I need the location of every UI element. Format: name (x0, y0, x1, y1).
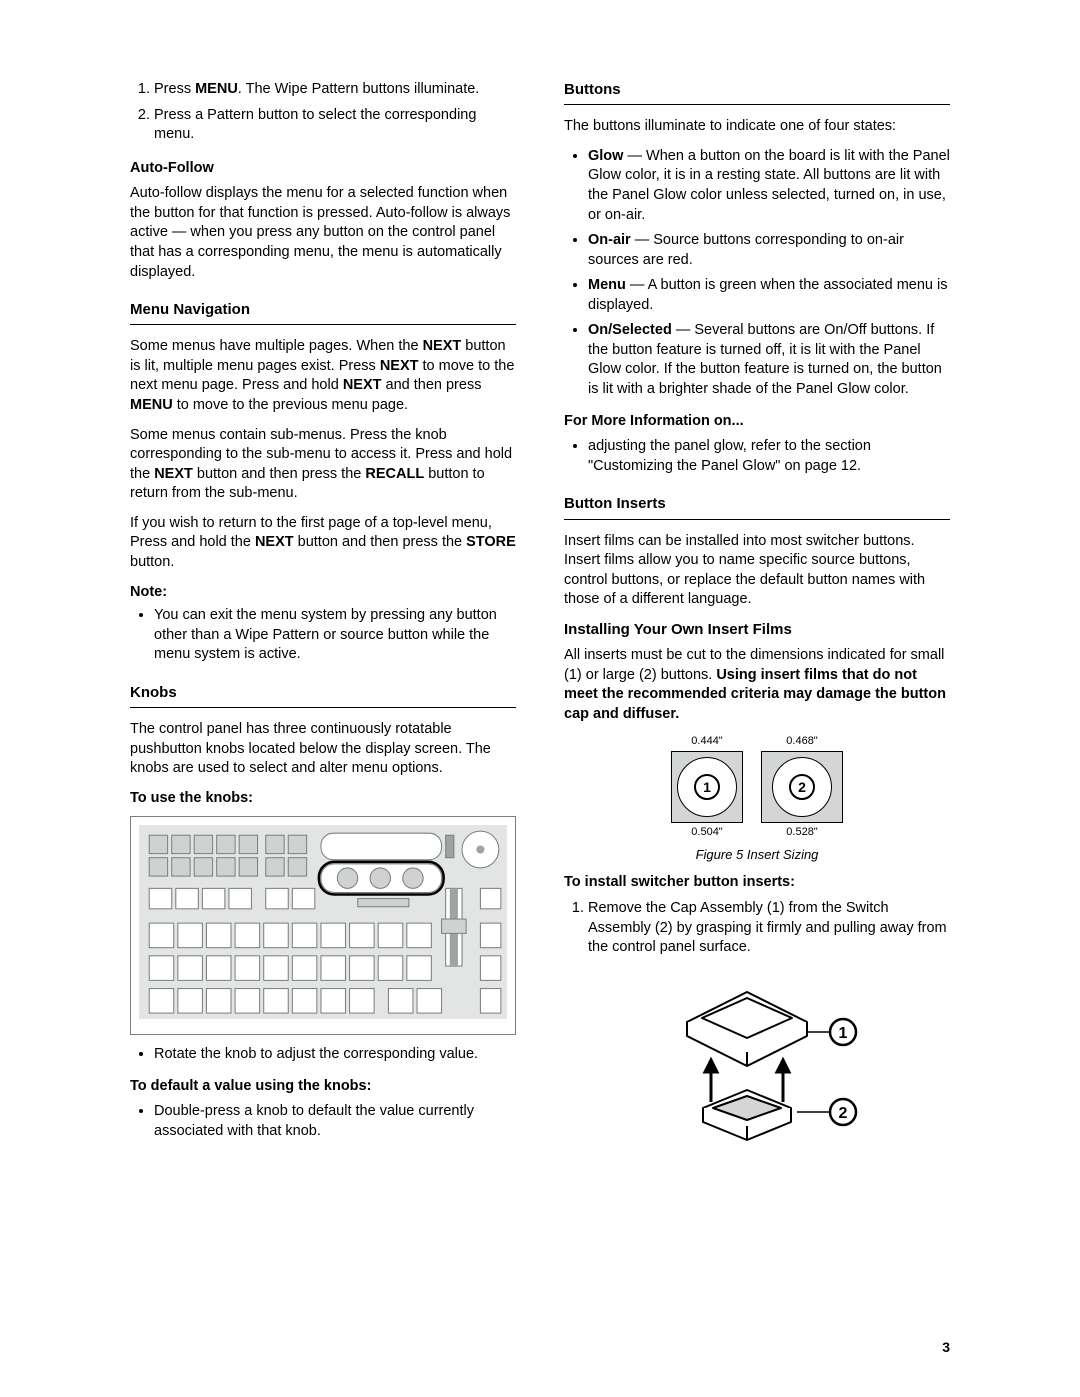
install-step-1: Remove the Cap Assembly (1) from the Swi… (588, 899, 950, 958)
section-rule (130, 324, 516, 325)
section-rule (564, 519, 950, 520)
large-top-dim: 0.468" (761, 734, 843, 749)
right-column: Buttons The buttons illuminate to indica… (564, 80, 950, 1160)
t: to move to the previous menu page. (173, 397, 408, 413)
state-glow: Glow — When a button on the board is lit… (588, 147, 950, 225)
step-2: Press a Pattern button to select the cor… (154, 106, 516, 145)
knobs-title: Knobs (130, 683, 516, 703)
installing-title: Installing Your Own Insert Films (564, 620, 950, 640)
t: Glow (588, 148, 623, 164)
step-1-post: . The Wipe Pattern buttons illuminate. (238, 81, 480, 97)
note-bullet: You can exit the menu system by pressing… (154, 606, 516, 665)
menu-nav-p3: If you wish to return to the first page … (130, 514, 516, 573)
insert-large: 0.468" 2 0.528" (761, 734, 843, 840)
t: MENU (130, 397, 173, 413)
state-onair: On-air — Source buttons corresponding to… (588, 231, 950, 270)
knobs-body: The control panel has three continuously… (130, 720, 516, 779)
cap-assembly-svg: 1 2 (647, 972, 867, 1142)
fig6-num1: 1 (839, 1025, 848, 1042)
t: button and then press the (193, 466, 366, 482)
fmi-heading: For More Information on... (564, 412, 950, 432)
small-top-dim: 0.444" (671, 734, 743, 749)
small-num: 1 (694, 774, 720, 800)
install-steps: Remove the Cap Assembly (1) from the Swi… (564, 899, 950, 958)
two-column-layout: Press MENU. The Wipe Pattern buttons ill… (130, 80, 950, 1160)
menu-navigation-title: Menu Navigation (130, 300, 516, 320)
step-1-pre: Press (154, 81, 195, 97)
t: button and then press the (294, 534, 467, 550)
t: NEXT (423, 338, 462, 354)
figure-5-caption: Figure 5 Insert Sizing (564, 846, 950, 864)
double-press-bullet: Double-press a knob to default the value… (154, 1102, 516, 1141)
t: STORE (466, 534, 516, 550)
install-p1: All inserts must be cut to the dimension… (564, 646, 950, 724)
intro-steps-list: Press MENU. The Wipe Pattern buttons ill… (130, 80, 516, 145)
small-bottom-dim: 0.504" (671, 825, 743, 840)
t: On/Selected (588, 322, 672, 338)
rotate-bullet: Rotate the knob to adjust the correspond… (154, 1045, 516, 1065)
auto-follow-heading: Auto-Follow (130, 159, 516, 179)
page-number: 3 (942, 1338, 950, 1357)
large-circle: 2 (772, 757, 832, 817)
large-bottom-dim: 0.528" (761, 825, 843, 840)
to-default-heading: To default a value using the knobs: (130, 1077, 516, 1097)
state-menu: Menu — A button is green when the associ… (588, 276, 950, 315)
t: — Source buttons corresponding to on-air… (588, 232, 904, 268)
fmi-bullet: adjusting the panel glow, refer to the s… (588, 437, 950, 476)
t: NEXT (343, 377, 382, 393)
rotate-bullets: Rotate the knob to adjust the correspond… (130, 1045, 516, 1065)
left-column: Press MENU. The Wipe Pattern buttons ill… (130, 80, 516, 1160)
t: On-air (588, 232, 631, 248)
t: — When a button on the board is lit with… (588, 148, 950, 223)
insert-small: 0.444" 1 0.504" (671, 734, 743, 840)
default-bullets: Double-press a knob to default the value… (130, 1102, 516, 1141)
large-num: 2 (789, 774, 815, 800)
to-install-heading: To install switcher button inserts: (564, 873, 950, 893)
to-use-knobs-heading: To use the knobs: (130, 789, 516, 809)
section-rule (564, 104, 950, 105)
t: Menu (588, 277, 626, 293)
note-label: Note: (130, 583, 516, 603)
t: button. (130, 554, 174, 570)
t: RECALL (365, 466, 424, 482)
buttons-intro: The buttons illuminate to indicate one o… (564, 117, 950, 137)
t: Some menus have multiple pages. When the (130, 338, 423, 354)
fmi-bullets: adjusting the panel glow, refer to the s… (564, 437, 950, 476)
control-panel-svg (139, 825, 507, 1019)
menu-nav-p1: Some menus have multiple pages. When the… (130, 337, 516, 415)
button-inserts-title: Button Inserts (564, 494, 950, 514)
t: and then press (381, 377, 481, 393)
small-box: 1 (671, 751, 743, 823)
state-onselected: On/Selected — Several buttons are On/Off… (588, 321, 950, 399)
section-rule (130, 707, 516, 708)
figure-5-insert-sizing: 0.444" 1 0.504" 0.468" 2 0.5 (564, 734, 950, 840)
step-1: Press MENU. The Wipe Pattern buttons ill… (154, 80, 516, 100)
step-1-bold: MENU (195, 81, 238, 97)
buttons-title: Buttons (564, 80, 950, 100)
control-panel-diagram (130, 816, 516, 1035)
figure-6-cap-assembly: 1 2 (564, 972, 950, 1149)
t: — A button is green when the associated … (588, 277, 947, 313)
auto-follow-body: Auto-follow displays the menu for a sele… (130, 184, 516, 282)
note-bullets: You can exit the menu system by pressing… (130, 606, 516, 665)
button-states-list: Glow — When a button on the board is lit… (564, 147, 950, 400)
inserts-body: Insert films can be installed into most … (564, 532, 950, 610)
menu-nav-p2: Some menus contain sub-menus. Press the … (130, 426, 516, 504)
t: NEXT (154, 466, 193, 482)
large-box: 2 (761, 751, 843, 823)
fig6-num2: 2 (839, 1105, 848, 1122)
t: NEXT (255, 534, 294, 550)
document-page: Press MENU. The Wipe Pattern buttons ill… (0, 0, 1080, 1397)
small-circle: 1 (677, 757, 737, 817)
t: NEXT (380, 358, 419, 374)
